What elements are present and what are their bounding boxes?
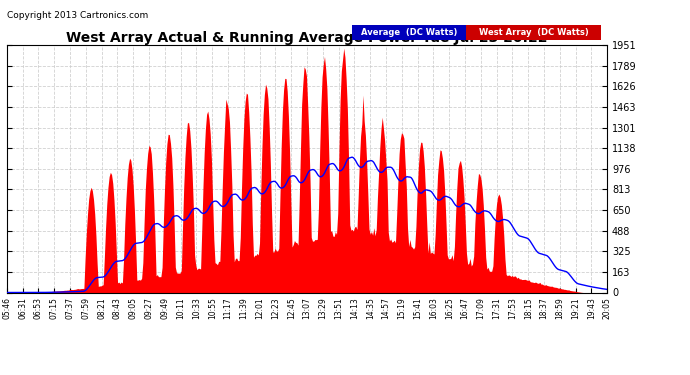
Text: Copyright 2013 Cartronics.com: Copyright 2013 Cartronics.com bbox=[7, 11, 148, 20]
Text: West Array  (DC Watts): West Array (DC Watts) bbox=[479, 28, 589, 37]
FancyBboxPatch shape bbox=[466, 25, 601, 40]
Text: Average  (DC Watts): Average (DC Watts) bbox=[361, 28, 457, 37]
Title: West Array Actual & Running Average Power Tue Jul 23 20:22: West Array Actual & Running Average Powe… bbox=[66, 31, 548, 45]
FancyBboxPatch shape bbox=[352, 25, 466, 40]
